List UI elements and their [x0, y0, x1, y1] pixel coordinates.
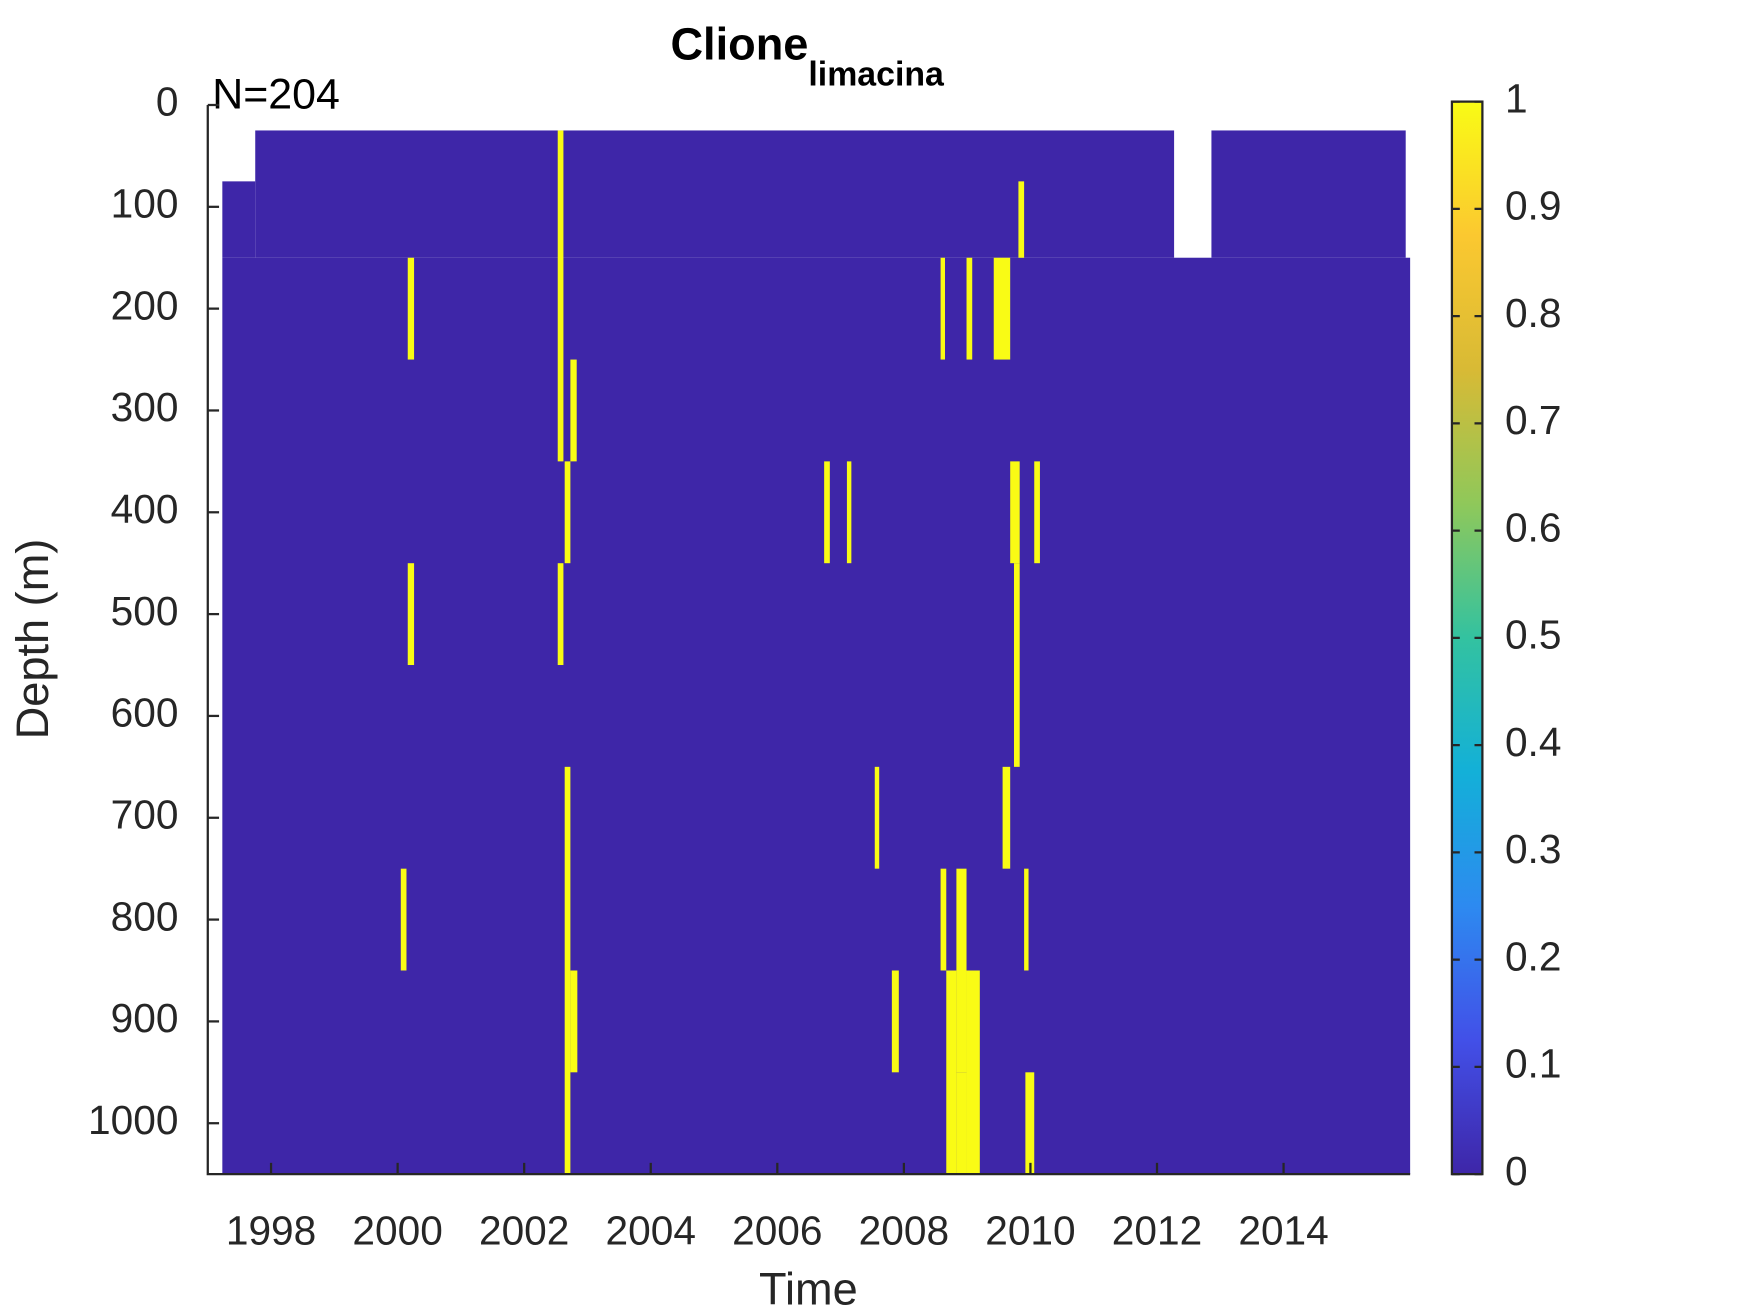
x-tick-label: 2006 [732, 1208, 822, 1254]
heatmap-cell [1034, 461, 1040, 564]
heatmap-cell [966, 257, 973, 360]
colorbar-tick-label: 0.2 [1505, 933, 1561, 979]
heatmap-cell [222, 181, 256, 258]
heatmap-cell [557, 563, 564, 666]
heatmap-cell [940, 868, 947, 971]
heatmap-cell [407, 257, 415, 360]
heatmap-cell [255, 130, 1175, 258]
colorbar-tick-label: 0.7 [1505, 397, 1561, 443]
y-tick-label: 400 [111, 486, 179, 532]
heatmap-cell [940, 257, 946, 360]
y-tick-label: 200 [111, 282, 179, 328]
x-tick-label: 2008 [859, 1208, 949, 1254]
x-tick-label: 2002 [479, 1208, 569, 1254]
heatmap-cell [407, 563, 415, 666]
y-axis-label: Depth (m) [7, 539, 58, 740]
heatmap-cell [891, 970, 899, 1073]
y-tick-label: 1000 [88, 1097, 178, 1143]
heatmap-cell [570, 359, 577, 462]
annotation: N=204 [212, 70, 340, 118]
heatmap-cell [1211, 130, 1406, 258]
heatmap-cell [824, 461, 830, 564]
y-tick-label: 300 [111, 384, 179, 430]
heatmap-cell [993, 257, 1011, 360]
y-tick-label: 600 [111, 690, 179, 736]
colorbar-tick-label: 1 [1505, 75, 1528, 121]
colorbar-tick-label: 0 [1505, 1148, 1528, 1194]
y-tick-label: 100 [111, 181, 179, 227]
axes [206, 104, 1411, 1176]
x-tick-label: 1998 [226, 1208, 316, 1254]
heatmap-cell [1013, 563, 1020, 767]
heatmap-cell [956, 1072, 967, 1175]
heatmap-cell [966, 970, 980, 1175]
chart-title: Clione [670, 18, 808, 69]
heatmap-cell [1025, 1072, 1035, 1175]
y-tick-label: 900 [111, 995, 179, 1041]
x-axis-label: Time [759, 1264, 858, 1313]
x-tick-label: 2014 [1238, 1208, 1328, 1254]
heatmap-cell [1002, 766, 1011, 869]
heatmap-cell [846, 461, 852, 564]
colorbar-tick-label: 0.1 [1505, 1041, 1561, 1087]
heatmap-cell [564, 461, 571, 564]
colorbar-tick-label: 0.4 [1505, 719, 1561, 765]
x-tick-label: 2000 [352, 1208, 442, 1254]
y-tick-label: 800 [111, 893, 179, 939]
heatmap-cell [874, 766, 880, 869]
x-tick-label: 2004 [606, 1208, 696, 1254]
x-tick-label: 2012 [1112, 1208, 1202, 1254]
heatmap-cell [557, 130, 564, 462]
colorbar-tick-label: 0.8 [1505, 290, 1561, 336]
heatmap-cell [956, 868, 967, 1073]
y-tick-label: 0 [156, 79, 179, 125]
y-tick-label: 500 [111, 588, 179, 634]
heatmap-cell [1010, 461, 1020, 564]
heatmap-cell [570, 970, 578, 1073]
x-tick-label: 2010 [985, 1208, 1075, 1254]
heatmap-cell [946, 970, 957, 1175]
chart-title-subscript: limacina [808, 56, 945, 94]
y-tick-label: 700 [111, 791, 179, 837]
colorbar-tick-label: 0.6 [1505, 504, 1561, 550]
colorbar-tick-label: 0.5 [1505, 612, 1561, 658]
heatmap-cell [400, 868, 407, 971]
heatmap-cell [1024, 868, 1029, 971]
colorbar-tick-label: 0.9 [1505, 183, 1561, 229]
heatmap-cell [1018, 181, 1025, 258]
heatmap-cell [222, 257, 1411, 1175]
heatmap-cell [564, 766, 571, 1175]
heatmap [222, 130, 1411, 1175]
colorbar-tick-label: 0.3 [1505, 826, 1561, 872]
